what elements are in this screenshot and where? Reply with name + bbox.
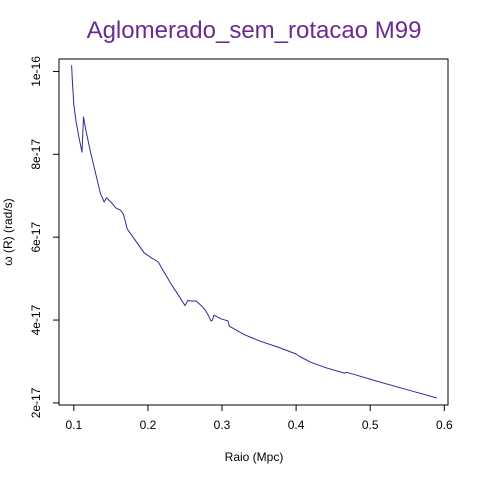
y-tick-label: 6e-17 <box>29 222 43 253</box>
y-axis: 2e-17 4e-17 6e-17 8e-17 1e-16 <box>29 56 59 418</box>
chart-title: Aglomerado_sem_rotacao M99 <box>87 17 422 44</box>
y-axis-label: ω (R) (rad/s) <box>1 198 15 265</box>
y-tick-label: 4e-17 <box>29 304 43 335</box>
x-tick-label: 0.1 <box>65 418 82 432</box>
x-axis: 0.1 0.2 0.3 0.4 0.5 0.6 <box>65 405 453 432</box>
x-tick-label: 0.4 <box>288 418 305 432</box>
x-tick-label: 0.2 <box>140 418 157 432</box>
y-tick-label: 2e-17 <box>29 387 43 418</box>
y-tick-label: 1e-16 <box>29 56 43 87</box>
x-tick-label: 0.6 <box>436 418 453 432</box>
x-axis-label: Raio (Mpc) <box>225 450 284 464</box>
series-line <box>71 65 438 399</box>
x-tick-label: 0.5 <box>362 418 379 432</box>
series-layer <box>71 65 438 399</box>
x-tick-label: 0.3 <box>214 418 231 432</box>
y-tick-label: 8e-17 <box>29 139 43 170</box>
plot-area-border <box>58 58 449 406</box>
